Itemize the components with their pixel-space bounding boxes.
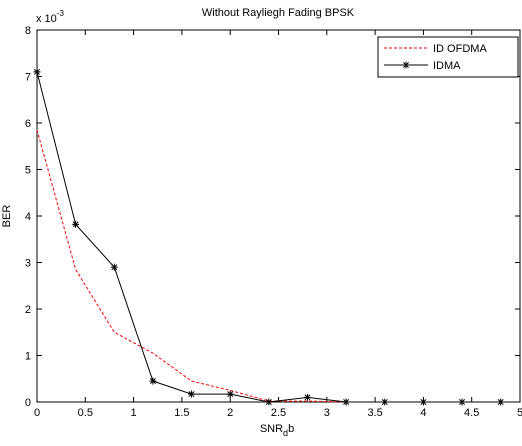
y-tick-label: 0 <box>25 397 31 409</box>
y-tick-label: 7 <box>25 72 31 84</box>
legend-label: IDMA <box>433 60 461 72</box>
marker <box>265 398 273 406</box>
chart-title: Without Rayliegh Fading BPSK <box>202 7 355 19</box>
x-label-main: SNR <box>260 423 283 435</box>
marker <box>226 390 234 398</box>
x-tick-label: 3 <box>324 407 330 419</box>
y-tick-label: 3 <box>25 258 31 270</box>
marker <box>72 220 80 228</box>
y-tick-label: 6 <box>25 118 31 130</box>
y-tick-label: 5 <box>25 165 31 177</box>
x-label-sub: d <box>283 428 288 438</box>
y-multiplier-exp: -3 <box>57 9 65 18</box>
x-tick-label: 0 <box>34 407 40 419</box>
y-axis-label: BER <box>1 205 13 228</box>
marker <box>419 398 427 406</box>
y-tick-label: 1 <box>25 351 31 363</box>
marker <box>33 68 41 76</box>
legend-marker <box>402 61 410 69</box>
legend-label: ID OFDMA <box>433 43 487 55</box>
x-tick-label: 4.5 <box>464 407 479 419</box>
marker <box>149 377 157 385</box>
x-tick-label: 4 <box>420 407 426 419</box>
legend-box <box>377 36 519 78</box>
x-tick-label: 2.5 <box>271 407 286 419</box>
x-axis-label: SNRdb <box>260 423 294 438</box>
marker <box>381 398 389 406</box>
x-tick-label: 1 <box>131 407 137 419</box>
x-tick-label: 2 <box>227 407 233 419</box>
x-tick-label: 5 <box>517 407 522 419</box>
marker <box>303 393 311 401</box>
x-label-tail: b <box>288 423 294 435</box>
marker <box>458 398 466 406</box>
y-tick-label: 4 <box>25 211 31 223</box>
x-tick-label: 1.5 <box>174 407 189 419</box>
y-multiplier-base: x 10 <box>36 13 57 25</box>
y-multiplier: x 10-3 <box>36 9 64 25</box>
y-tick-label: 2 <box>25 304 31 316</box>
marker <box>342 398 350 406</box>
x-tick-label: 0.5 <box>78 407 93 419</box>
x-tick-label: 3.5 <box>367 407 382 419</box>
plot-frame <box>36 29 521 403</box>
marker <box>110 263 118 271</box>
marker <box>497 398 505 406</box>
y-tick-label: 8 <box>25 25 31 37</box>
marker <box>188 390 196 398</box>
